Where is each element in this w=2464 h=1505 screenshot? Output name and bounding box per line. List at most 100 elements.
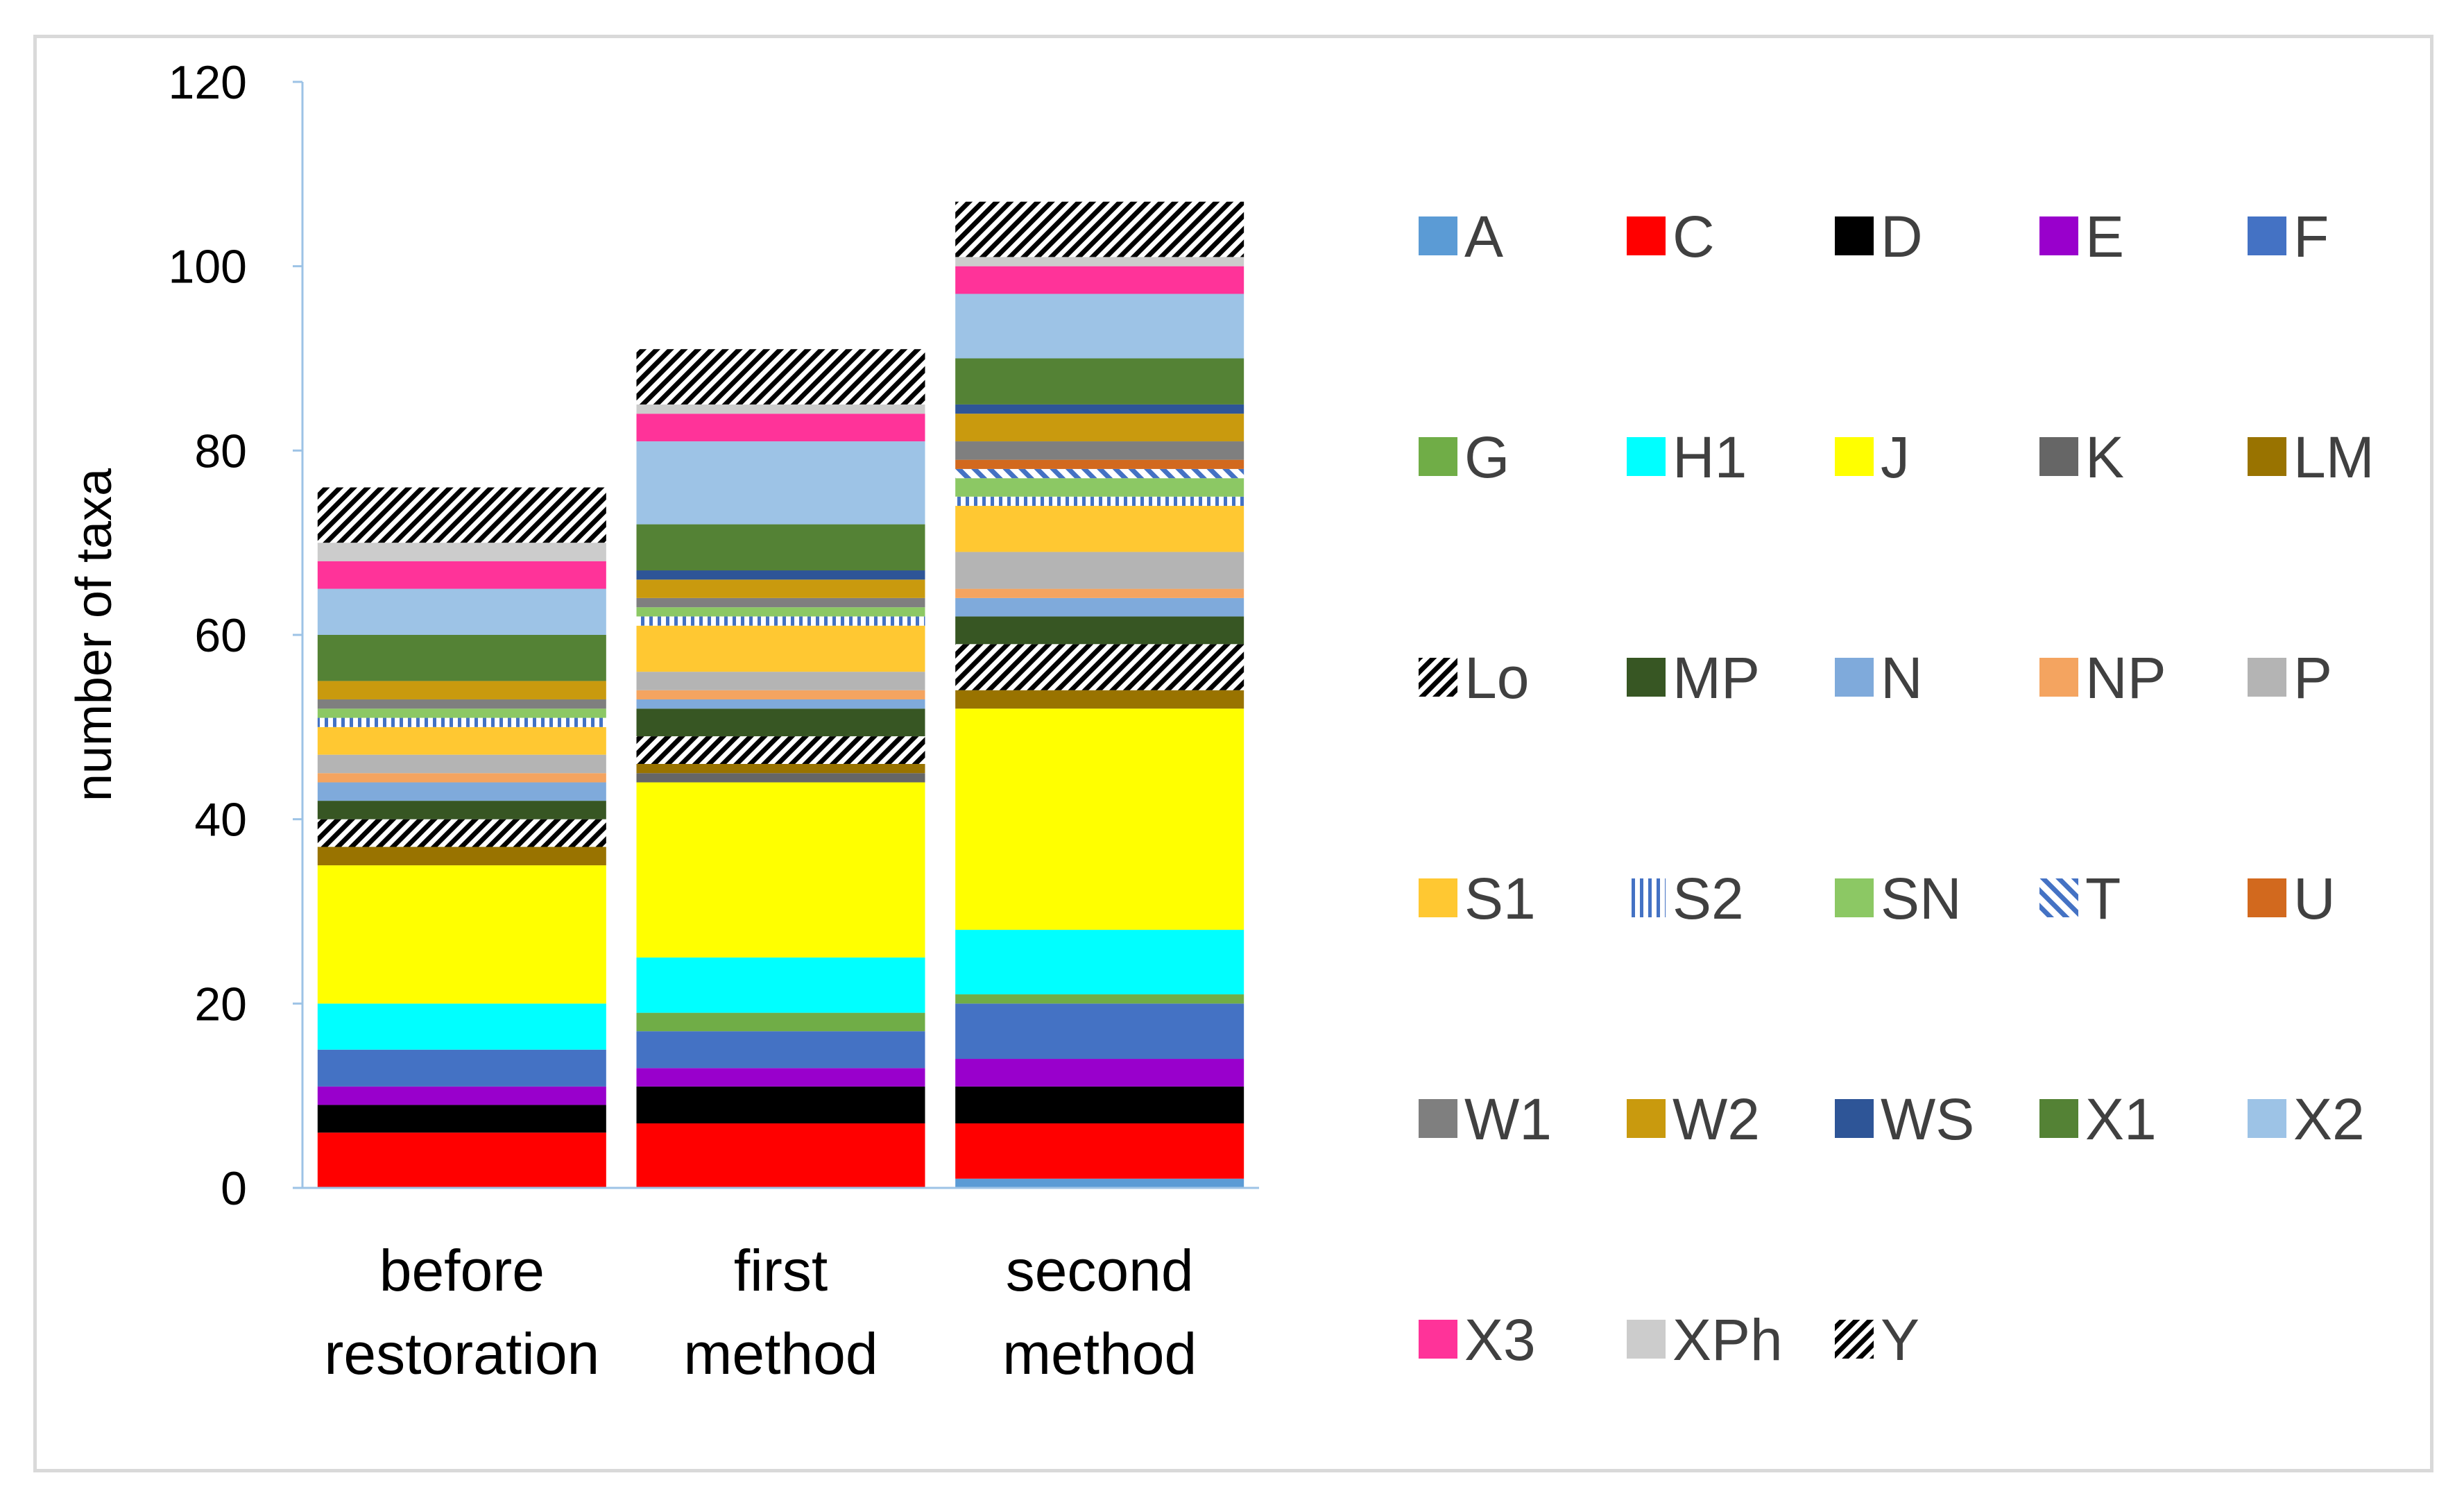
category-label-line2: restoration bbox=[324, 1321, 599, 1386]
legend-swatch-mp bbox=[1627, 658, 1666, 697]
legend-swatch-x1 bbox=[2039, 1099, 2078, 1138]
bar-segment-np-0 bbox=[317, 773, 606, 783]
legend-swatch-w1 bbox=[1419, 1099, 1457, 1138]
bar-segment-sn-0 bbox=[317, 708, 606, 718]
legend-swatch-n bbox=[1835, 658, 1874, 697]
bar-segment-n-2 bbox=[955, 597, 1244, 617]
bar-segment-x1-0 bbox=[317, 635, 606, 681]
bar-segment-w2-1 bbox=[636, 579, 925, 598]
legend-swatch-e bbox=[2039, 216, 2078, 255]
legend-swatch-t bbox=[2039, 878, 2078, 917]
bar-segment-ws-2 bbox=[955, 404, 1244, 414]
y-tick-label: 120 bbox=[169, 56, 247, 109]
legend-label-p: P bbox=[2293, 645, 2332, 711]
bar-segment-lo-2 bbox=[955, 644, 1244, 690]
bar-segment-e-1 bbox=[636, 1068, 925, 1087]
legend-label-f: F bbox=[2293, 204, 2329, 269]
legend-label-k: K bbox=[2085, 425, 2124, 490]
legend-swatch-ws bbox=[1835, 1099, 1874, 1138]
legend-label-w2: W2 bbox=[1672, 1087, 1760, 1152]
bar-segment-x1-2 bbox=[955, 358, 1244, 405]
category-labels: before restoration first method second method bbox=[324, 1238, 1197, 1386]
bar-segment-s2-2 bbox=[955, 496, 1244, 507]
legend-label-lm: LM bbox=[2293, 425, 2375, 490]
bar-segment-sn-1 bbox=[636, 607, 925, 617]
bar-segment-ws-1 bbox=[636, 570, 925, 580]
bar-segment-j-1 bbox=[636, 782, 925, 958]
bar-segment-n-0 bbox=[317, 782, 606, 801]
y-tick-label: 20 bbox=[194, 978, 247, 1030]
bar-segment-lo-1 bbox=[636, 736, 925, 764]
legend-label-h1: H1 bbox=[1672, 425, 1747, 490]
bar-segment-mp-0 bbox=[317, 801, 606, 819]
legend-swatch-sn bbox=[1835, 878, 1874, 917]
legend-label-d: D bbox=[1881, 204, 1923, 269]
bar-segment-g-2 bbox=[955, 994, 1244, 1004]
legend-swatch-s1 bbox=[1419, 878, 1457, 917]
legend-swatch-d bbox=[1835, 216, 1874, 255]
bar-segment-f-0 bbox=[317, 1049, 606, 1087]
bar-segment-lm-2 bbox=[955, 690, 1244, 709]
legend-swatch-x2 bbox=[2248, 1099, 2286, 1138]
bar-segment-np-2 bbox=[955, 588, 1244, 598]
bar-segment-xph-1 bbox=[636, 404, 925, 414]
legend-label-t: T bbox=[2085, 866, 2121, 931]
bar-segment-c-1 bbox=[636, 1123, 925, 1188]
bar-segment-d-1 bbox=[636, 1086, 925, 1124]
chart-frame bbox=[33, 35, 2433, 1472]
bar-segment-w1-0 bbox=[317, 699, 606, 709]
y-tick-label: 0 bbox=[221, 1162, 247, 1215]
legend-label-a: A bbox=[1464, 204, 1503, 269]
bar-segment-f-1 bbox=[636, 1031, 925, 1069]
legend-label-c: C bbox=[1672, 204, 1715, 269]
legend-label-np: NP bbox=[2085, 645, 2166, 711]
bar-segment-x3-1 bbox=[636, 414, 925, 442]
category-label-line1: before bbox=[379, 1238, 545, 1303]
bar-segment-x2-0 bbox=[317, 588, 606, 635]
legend-label-xph: XPh bbox=[1672, 1307, 1783, 1372]
bar-segment-mp-1 bbox=[636, 708, 925, 737]
bar-segment-d-2 bbox=[955, 1086, 1244, 1124]
legend-swatch-y bbox=[1835, 1320, 1874, 1359]
bar-segment-x3-0 bbox=[317, 561, 606, 589]
bar-segment-c-0 bbox=[317, 1132, 606, 1188]
bar-segment-s1-1 bbox=[636, 625, 925, 672]
legend-label-x1: X1 bbox=[2085, 1087, 2157, 1152]
legend-swatch-lm bbox=[2248, 437, 2286, 476]
bar-segment-xph-0 bbox=[317, 543, 606, 561]
legend: A C D E F G H1 J K LM Lo MP N NP P S1 S2 SN T U W1 W2 WS X1 X2 X3… bbox=[1419, 204, 2375, 1372]
legend-label-x2: X2 bbox=[2293, 1087, 2365, 1152]
legend-swatch-a bbox=[1419, 216, 1457, 255]
bar-segment-c-2 bbox=[955, 1123, 1244, 1179]
y-tick-labels: 0 20 40 60 80 100 120 bbox=[169, 56, 302, 1215]
legend-swatch-xph bbox=[1627, 1320, 1666, 1359]
bar-segment-h1-0 bbox=[317, 1003, 606, 1050]
legend-label-s1: S1 bbox=[1464, 866, 1536, 931]
legend-swatch-p bbox=[2248, 658, 2286, 697]
bars bbox=[317, 201, 1244, 1188]
legend-label-mp: MP bbox=[1672, 645, 1760, 711]
bar-segment-lm-0 bbox=[317, 847, 606, 866]
bar-segment-np-1 bbox=[636, 690, 925, 699]
legend-label-e: E bbox=[2085, 204, 2124, 269]
bar-segment-p-2 bbox=[955, 552, 1244, 589]
legend-swatch-lo bbox=[1419, 658, 1457, 697]
bar-segment-w2-2 bbox=[955, 414, 1244, 442]
legend-label-lo: Lo bbox=[1464, 645, 1529, 711]
y-tick-label: 100 bbox=[169, 241, 247, 294]
bar-segment-y-2 bbox=[955, 201, 1244, 257]
bar-segment-d-0 bbox=[317, 1105, 606, 1133]
bar-segment-s2-0 bbox=[317, 717, 606, 727]
legend-swatch-k bbox=[2039, 437, 2078, 476]
y-axis-title: number of taxa bbox=[67, 468, 122, 801]
bar-segment-k-1 bbox=[636, 773, 925, 783]
bar-segment-w1-2 bbox=[955, 441, 1244, 460]
bar-segment-y-0 bbox=[317, 487, 606, 543]
legend-label-y: Y bbox=[1881, 1307, 1919, 1372]
bar-segment-n-1 bbox=[636, 699, 925, 709]
bar-segment-x2-2 bbox=[955, 294, 1244, 359]
bar-segment-g-1 bbox=[636, 1012, 925, 1032]
legend-label-s2: S2 bbox=[1672, 866, 1744, 931]
bar-segment-f-2 bbox=[955, 1003, 1244, 1060]
